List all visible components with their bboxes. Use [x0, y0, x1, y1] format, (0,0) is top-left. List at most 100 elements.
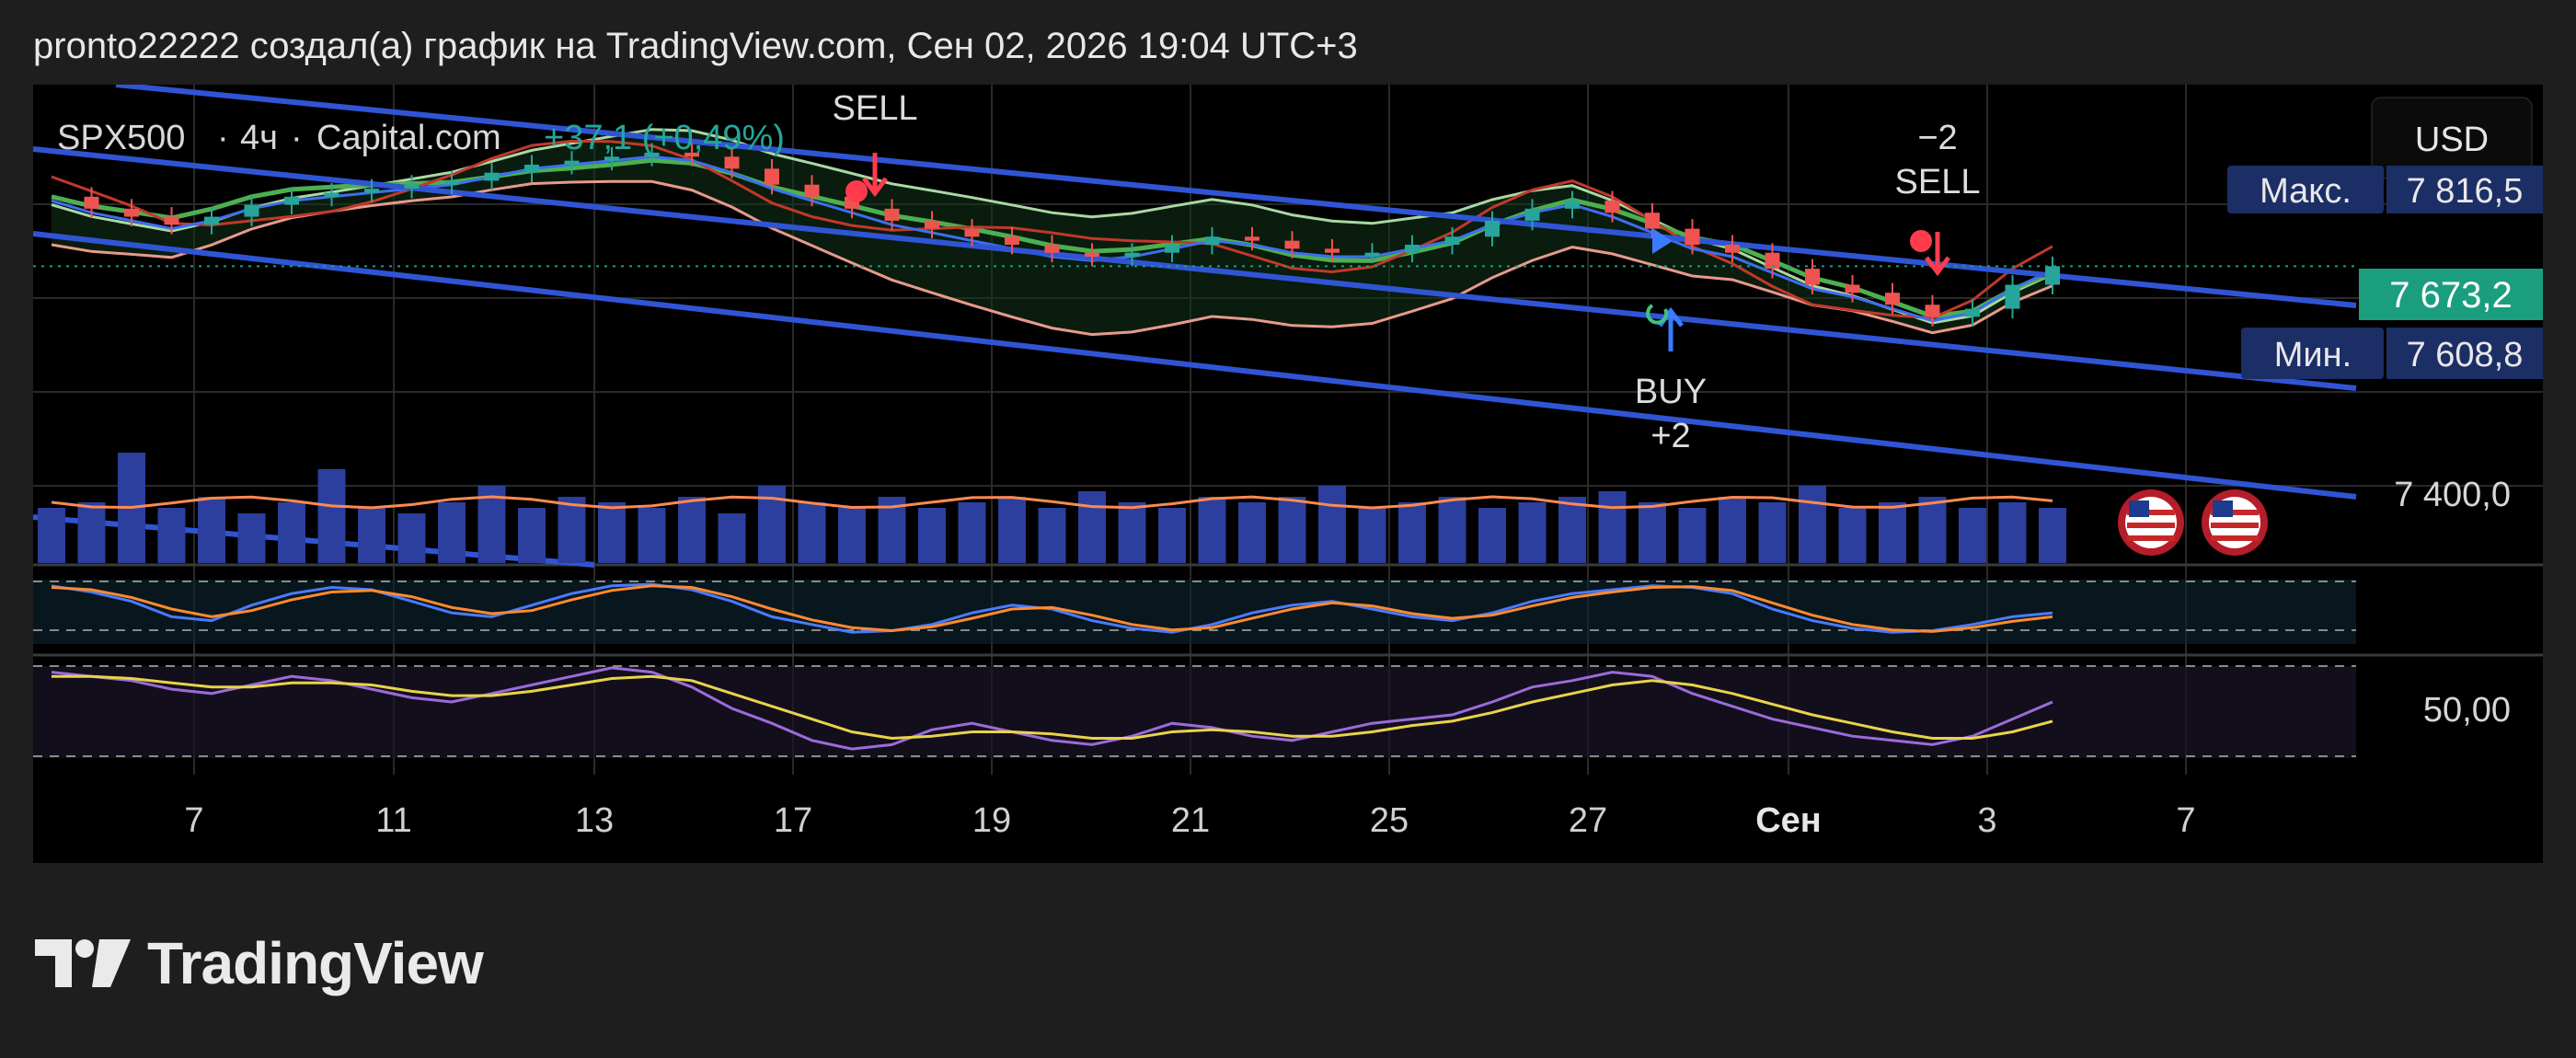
- candle-body: [884, 208, 900, 221]
- candle-body: [1085, 252, 1099, 258]
- candle-body: [1165, 245, 1179, 253]
- chart-canvas[interactable]: SPX500 · 4ч · Capital.com +37,1 (+0,49%)…: [33, 85, 2543, 863]
- volume-bar: [1278, 497, 1306, 563]
- candle-body: [804, 184, 820, 197]
- volume-bar: [1758, 502, 1787, 563]
- candle-body: [1124, 252, 1140, 258]
- volume-bar: [638, 508, 666, 563]
- volume-ma-line: [51, 495, 2053, 510]
- candle-body: [1485, 220, 1500, 237]
- x-tick-label: 25: [1370, 801, 1409, 840]
- candle-body: [1604, 201, 1620, 213]
- volume-bar: [198, 497, 225, 563]
- candle-body: [1005, 236, 1019, 245]
- min-value: 7 608,8: [2407, 336, 2524, 374]
- candle-body: [1845, 284, 1860, 293]
- stoch-d-line: [51, 584, 2053, 633]
- x-tick-label: 11: [375, 801, 411, 840]
- x-tick-label: 7: [2176, 801, 2195, 840]
- candle-body: [1444, 236, 1460, 245]
- volume-bar: [1438, 497, 1466, 563]
- volume-bar: [918, 508, 946, 563]
- volume-bar: [1719, 497, 1746, 563]
- x-tick-label: 7: [184, 801, 203, 840]
- x-tick-label: 21: [1171, 801, 1210, 840]
- lagging-line: [51, 139, 2053, 320]
- legend-separator: ·: [291, 119, 303, 157]
- brand-name: TradingView: [147, 930, 484, 996]
- us-event-icon[interactable]: [2202, 489, 2268, 556]
- max-value-box: [2386, 166, 2543, 213]
- candle-body: [1325, 248, 1340, 253]
- change-label: +37,1 (+0,49%): [544, 119, 785, 157]
- volume-bar: [1518, 502, 1547, 563]
- volume-bar: [1879, 502, 1906, 563]
- candle-body: [524, 165, 539, 173]
- candle-body: [1405, 245, 1420, 253]
- rsi-band: [33, 666, 2356, 758]
- x-tick-label: 13: [575, 801, 614, 840]
- candle-body: [364, 189, 379, 193]
- chart-caption: pronto22222 создал(а) график на TradingV…: [33, 26, 1358, 66]
- channel-line: [115, 85, 2357, 308]
- max-label: Макс.: [2260, 172, 2352, 211]
- candle-body: [1204, 236, 1220, 245]
- candle-body: [204, 216, 219, 225]
- candle-body: [1685, 228, 1700, 245]
- candle-body: [604, 156, 619, 161]
- volume-bar: [1678, 508, 1707, 563]
- currency-label[interactable]: USD: [2415, 121, 2489, 159]
- tradingview-logo[interactable]: TradingView: [35, 930, 484, 996]
- volume-bar: [358, 508, 385, 563]
- min-value-box: [2386, 328, 2543, 379]
- buy-label: BUY: [1635, 373, 1707, 411]
- volume-bar: [317, 469, 346, 563]
- candle-body: [284, 196, 299, 205]
- volume-bar: [1318, 486, 1346, 563]
- candle-body: [925, 220, 939, 229]
- candle-body: [644, 152, 660, 157]
- candle-body: [404, 184, 420, 190]
- candle-body: [164, 216, 179, 225]
- sell-label-2: SELL: [1895, 163, 1981, 201]
- volume-bar: [718, 513, 746, 563]
- volume-bar: [838, 508, 866, 563]
- candle-body: [1725, 245, 1740, 253]
- volume-bar: [1558, 497, 1586, 563]
- last-price: 7 673,2: [2389, 275, 2512, 316]
- volume-bar: [1118, 502, 1146, 563]
- volume-bar: [798, 502, 826, 563]
- candle-body: [1364, 252, 1380, 257]
- volume-bar: [598, 502, 626, 563]
- rsi-pane: [51, 666, 2053, 751]
- volume-bar: [998, 497, 1026, 563]
- volume-bar: [518, 508, 546, 563]
- min-label: Мин.: [2274, 336, 2352, 374]
- us-event-icon[interactable]: [2118, 489, 2184, 556]
- cloud-span-a: [51, 179, 2053, 337]
- candle-body: [765, 168, 779, 185]
- chart-area[interactable]: SPX500 · 4ч · Capital.com +37,1 (+0,49%)…: [33, 85, 2543, 863]
- candle-body: [124, 208, 139, 217]
- x-tick-label: 27: [1569, 801, 1607, 840]
- x-tick-label: 3: [1977, 801, 1996, 840]
- candle-body: [1524, 208, 1540, 221]
- candle-body: [724, 156, 740, 169]
- candle-body: [1925, 305, 1940, 317]
- candle-body: [1805, 269, 1820, 285]
- volume-bar: [1998, 502, 2027, 563]
- candle-body: [1765, 252, 1780, 270]
- volume-bar: [1918, 497, 1947, 563]
- channel-line: [33, 231, 2357, 500]
- volume-bar: [1198, 497, 1226, 563]
- candle-body: [964, 228, 980, 237]
- trend-channel: [33, 85, 2357, 568]
- candle-body: [324, 192, 339, 197]
- source-label: Capital.com: [316, 119, 501, 157]
- flag-marker-icon: [1652, 228, 1673, 254]
- rsi-line: [51, 666, 2053, 751]
- volume-bar: [1038, 508, 1066, 563]
- candle-body: [1245, 236, 1259, 241]
- sell-label-1: SELL: [833, 89, 918, 128]
- candle-body: [1645, 213, 1660, 229]
